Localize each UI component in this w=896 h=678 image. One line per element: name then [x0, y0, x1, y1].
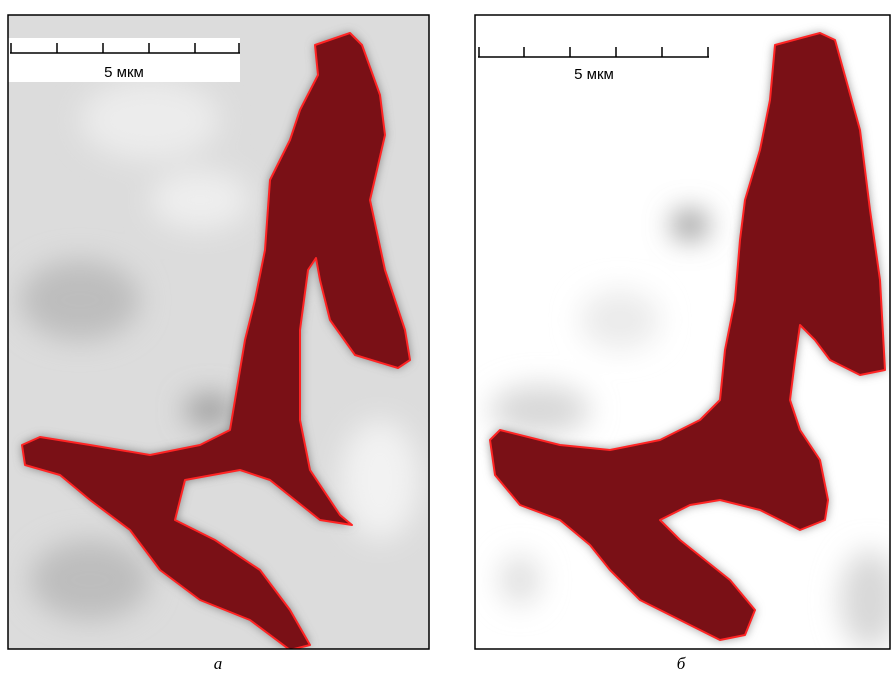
micrograph-a	[8, 15, 429, 650]
micrograph-b	[475, 15, 896, 650]
scale-label: 5 мкм	[574, 66, 614, 83]
caption: а	[214, 654, 223, 673]
scale-label: 5 мкм	[104, 64, 144, 81]
caption: б	[677, 654, 686, 673]
figure: 5 мкм а 5 мкм б	[0, 0, 896, 678]
